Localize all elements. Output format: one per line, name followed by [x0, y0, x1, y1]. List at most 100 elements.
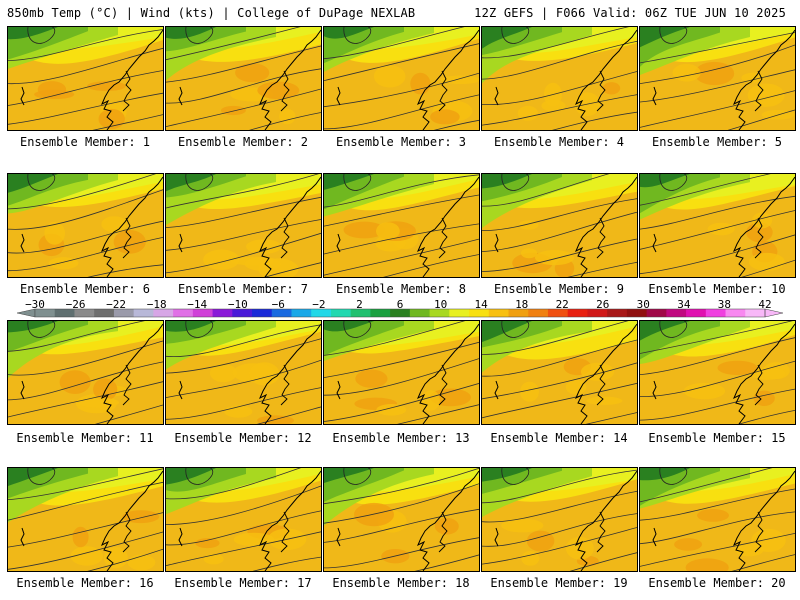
bay-outline — [438, 70, 448, 112]
color-bar-tick-label: 6 — [396, 298, 404, 311]
warm-patch — [501, 518, 544, 533]
low-pressure-contour — [27, 321, 56, 338]
height-contour — [640, 69, 795, 103]
color-bar-tick-label: 38 — [717, 298, 732, 311]
temperature-band-5 — [482, 174, 532, 189]
coastline — [733, 470, 795, 571]
height-contour — [482, 174, 610, 207]
temperature-map — [166, 174, 321, 277]
height-contour — [482, 94, 637, 126]
height-contour — [8, 381, 163, 418]
ensemble-panel-9 — [481, 173, 638, 278]
height-contour — [482, 40, 637, 80]
height-contour — [8, 361, 163, 401]
temperature-band-5 — [324, 27, 374, 39]
valid-time: 12Z GEFS | F066 Valid: 06Z TUE JUN 10 20… — [474, 6, 786, 20]
low-pressure-contour — [185, 27, 214, 44]
warm-patch — [48, 257, 79, 270]
height-contour — [87, 548, 163, 571]
temperature-map — [8, 321, 163, 424]
color-bar-tick-label: 22 — [555, 298, 569, 311]
height-contour — [640, 32, 795, 64]
color-bar-tick-label: 10 — [433, 298, 448, 311]
ensemble-panel-4 — [481, 26, 638, 131]
height-contour — [640, 321, 793, 354]
ensemble-member-label: Ensemble Member: 9 — [493, 282, 625, 296]
temperature-map — [166, 321, 321, 424]
bay-outline — [754, 511, 764, 553]
lake-outline — [652, 380, 657, 400]
temperature-map — [482, 468, 637, 571]
color-bar-swatch — [528, 309, 549, 317]
height-contour — [324, 174, 479, 208]
height-contour — [252, 556, 321, 571]
temperature-band-5 — [8, 27, 58, 40]
warm-patch — [72, 526, 89, 548]
temperature-map — [324, 27, 479, 130]
coastline — [101, 29, 163, 130]
temperature-map — [482, 174, 637, 277]
coastline — [259, 29, 321, 130]
color-bar-tick-label: 2 — [356, 298, 363, 311]
height-contour — [324, 72, 479, 108]
height-contour — [324, 508, 479, 543]
height-contour — [94, 404, 163, 424]
temperature-band-5 — [482, 468, 532, 482]
height-contour — [324, 94, 479, 130]
color-bar-swatch — [725, 309, 746, 317]
ensemble-member-label: Ensemble Member: 2 — [177, 135, 309, 149]
warm-patch — [521, 551, 540, 566]
temperature-band-5 — [324, 321, 374, 332]
height-contour — [166, 468, 302, 500]
color-bar-swatch — [113, 309, 135, 317]
height-contour — [324, 341, 479, 378]
color-bar-graphic — [16, 308, 784, 318]
color-bar-swatch — [646, 309, 667, 317]
lake-outline — [336, 233, 341, 253]
coastline — [575, 29, 637, 130]
ensemble-panel-11 — [7, 320, 164, 425]
height-contour — [482, 238, 637, 272]
height-contour — [482, 469, 637, 504]
warm-patch — [249, 362, 280, 386]
temperature-map — [640, 174, 795, 277]
height-contour — [640, 210, 795, 250]
warm-patch — [752, 212, 773, 229]
temperature-map — [8, 174, 163, 277]
bay-outline — [754, 217, 764, 259]
coastline — [733, 323, 795, 424]
temperature-map — [324, 468, 479, 571]
bay-outline — [280, 217, 290, 259]
height-contour — [482, 339, 637, 377]
warm-patch — [203, 553, 224, 565]
warm-patch — [103, 547, 128, 569]
height-contour — [166, 324, 321, 358]
lake-outline — [652, 86, 657, 106]
height-contour — [738, 410, 795, 424]
coastline — [417, 29, 479, 130]
color-bar-swatch — [666, 309, 687, 317]
warm-patch — [343, 221, 385, 239]
height-contour — [640, 234, 795, 275]
warm-patch — [34, 89, 75, 100]
bay-outline — [280, 511, 290, 553]
temperature-map — [8, 468, 163, 571]
lake-outline — [20, 233, 25, 253]
lake-outline — [336, 380, 341, 400]
lake-outline — [652, 527, 657, 547]
temperature-band-5 — [8, 174, 58, 193]
warm-patch — [44, 221, 65, 245]
warm-patch — [674, 538, 703, 551]
warm-patch — [517, 105, 539, 121]
ensemble-panel-7 — [165, 173, 322, 278]
ensemble-panel-17 — [165, 467, 322, 572]
ensemble-panel-3 — [323, 26, 480, 131]
coastline — [101, 323, 163, 424]
lake-outline — [494, 527, 499, 547]
temperature-band-5 — [482, 27, 532, 49]
bay-outline — [754, 70, 764, 112]
warm-patch — [220, 105, 246, 116]
ensemble-member-label: Ensemble Member: 10 — [648, 282, 786, 296]
ensemble-member-label: Ensemble Member: 11 — [16, 431, 154, 445]
bay-outline — [596, 364, 606, 406]
